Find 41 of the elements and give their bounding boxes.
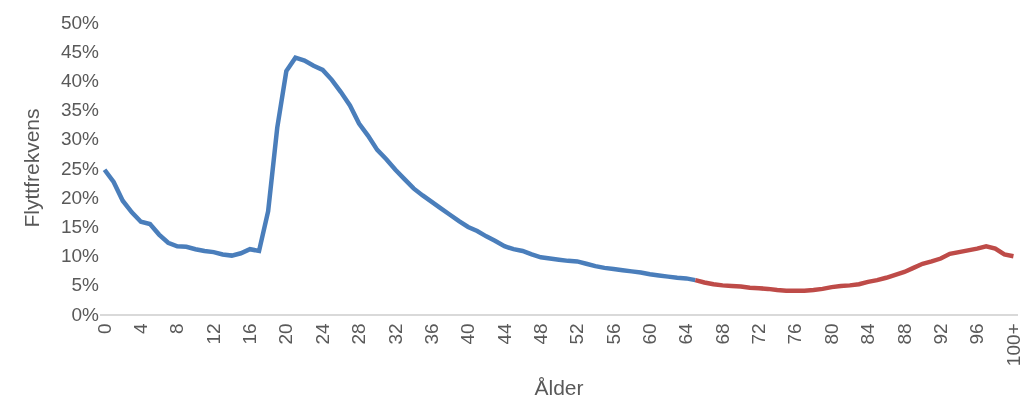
y-tick-label: 15% [60, 216, 100, 238]
x-tick-label: 100+ [1002, 323, 1024, 367]
x-tick-label: 68 [711, 323, 733, 345]
x-tick-label: 8 [166, 323, 188, 334]
x-tick-label: 56 [602, 323, 624, 345]
y-axis-title: Flyttfrekvens [20, 108, 44, 228]
x-tick-label: 92 [929, 323, 951, 345]
y-tick-label: 50% [60, 11, 100, 33]
x-tick-label: 36 [420, 323, 442, 345]
x-tick-label: 16 [239, 323, 261, 345]
x-tick-label: 24 [311, 322, 333, 345]
x-tick-label: 0 [93, 323, 115, 334]
x-tick-label: 96 [966, 323, 988, 345]
y-tick-label: 30% [60, 128, 100, 150]
x-axis-title: Ålder [534, 375, 584, 399]
x-tick-label: 64 [675, 322, 697, 345]
y-tick-label: 10% [60, 245, 100, 267]
x-tick-label: 44 [493, 322, 515, 345]
x-tick-label: 32 [384, 323, 406, 345]
y-tick-label: 20% [60, 186, 100, 208]
y-tick-label: 40% [60, 70, 100, 92]
x-tick-label: 84 [857, 322, 879, 345]
line-series [102, 55, 698, 283]
x-tick-label: 76 [784, 323, 806, 345]
x-tick-label: 72 [748, 323, 770, 345]
y-tick-label: 5% [71, 274, 100, 296]
y-tick-label: 35% [60, 99, 100, 121]
x-tick-label: 88 [893, 323, 915, 345]
x-tick-label: 60 [639, 323, 661, 345]
x-tick-label: 4 [130, 322, 152, 334]
x-tick-label: 80 [820, 323, 842, 345]
x-tick-label: 40 [457, 323, 479, 345]
x-tick-label: 48 [529, 323, 551, 345]
x-tick-label: 20 [275, 323, 297, 345]
x-tick-label: 52 [566, 323, 588, 345]
x-tick-label: 28 [348, 323, 370, 345]
y-tick-label: 25% [60, 157, 100, 179]
x-tick-label: 12 [202, 323, 224, 345]
y-tick-label: 0% [71, 303, 100, 325]
y-tick-label: 45% [60, 40, 100, 62]
line-series [693, 244, 1016, 293]
